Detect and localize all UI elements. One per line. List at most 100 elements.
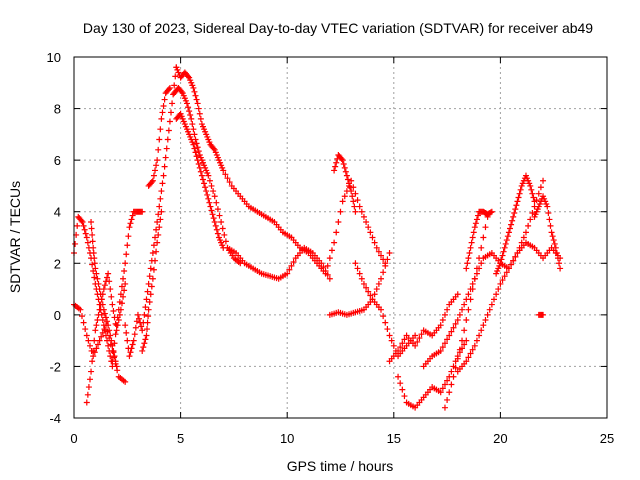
data-point [113, 363, 120, 370]
data-point [482, 317, 489, 324]
series-arc-17 [386, 291, 461, 365]
data-point [340, 161, 347, 168]
data-point [546, 216, 553, 223]
data-point [111, 340, 118, 347]
data-point [90, 347, 97, 354]
data-point [202, 184, 209, 191]
data-point [158, 208, 165, 215]
data-point [528, 186, 535, 193]
data-point [90, 353, 97, 360]
data-point [210, 188, 217, 195]
data-point [341, 193, 348, 200]
data-point [441, 381, 448, 388]
data-point [89, 261, 96, 268]
data-point [446, 389, 453, 396]
data-point [469, 280, 476, 287]
data-point [517, 186, 524, 193]
data-point [128, 216, 135, 223]
data-point [454, 317, 461, 324]
data-point [91, 260, 98, 267]
data-point [367, 229, 374, 236]
data-point [193, 140, 200, 147]
data-point [78, 217, 85, 224]
data-point [193, 96, 200, 103]
data-point [206, 199, 213, 206]
data-point [189, 121, 196, 128]
data-point [214, 230, 221, 237]
x-tick-label: 10 [280, 431, 294, 446]
data-point [150, 242, 157, 249]
data-point [100, 306, 107, 313]
data-point [484, 311, 491, 318]
data-point [82, 326, 89, 333]
data-point [384, 326, 391, 333]
data-point [338, 155, 345, 162]
data-point [441, 311, 448, 318]
data-point [207, 203, 214, 210]
data-point [91, 337, 98, 344]
data-point [110, 349, 117, 356]
data-point [148, 283, 155, 290]
data-point [530, 194, 537, 201]
y-tick-label: 2 [54, 256, 61, 271]
data-point [187, 112, 194, 119]
data-point [116, 298, 123, 305]
data-point [529, 190, 536, 197]
data-point [152, 167, 159, 174]
data-series [71, 64, 564, 411]
data-point [101, 310, 108, 317]
data-point [185, 104, 192, 111]
data-point [91, 255, 98, 262]
data-point [201, 180, 208, 187]
data-point [469, 234, 476, 241]
data-point [186, 108, 193, 115]
data-point [471, 275, 478, 282]
data-point [86, 342, 93, 349]
data-point [437, 322, 444, 329]
data-point [351, 203, 358, 210]
data-point [123, 251, 130, 258]
data-point [501, 273, 508, 280]
data-point [288, 262, 295, 269]
data-point [356, 203, 363, 210]
data-point [153, 248, 160, 255]
data-point [444, 377, 451, 384]
data-point [74, 222, 81, 229]
data-point [161, 96, 168, 103]
data-point [502, 240, 509, 247]
data-point [504, 233, 511, 240]
series-arc-14 [331, 151, 359, 215]
data-point [444, 336, 451, 343]
series-arc-8 [145, 84, 173, 189]
data-point [145, 313, 152, 320]
data-point [466, 249, 473, 256]
data-point [203, 188, 210, 195]
data-point [545, 210, 552, 217]
data-point [84, 391, 91, 398]
data-point [386, 249, 393, 256]
data-point [516, 190, 523, 197]
data-point [93, 345, 100, 352]
data-point [142, 336, 149, 343]
data-point [194, 144, 201, 151]
data-point [206, 177, 213, 184]
data-point [99, 317, 106, 324]
data-point [401, 393, 408, 400]
data-point [358, 275, 365, 282]
data-point [488, 301, 495, 308]
data-point [333, 229, 340, 236]
data-point [463, 358, 470, 365]
data-point [397, 380, 404, 387]
data-point [154, 157, 161, 164]
data-point [360, 213, 367, 220]
data-point [471, 224, 478, 231]
data-point [191, 145, 198, 152]
x-tick-label: 5 [177, 431, 184, 446]
data-point [369, 234, 376, 241]
data-point [382, 319, 389, 326]
data-point [399, 340, 406, 347]
data-point [373, 244, 380, 251]
data-point [220, 167, 227, 174]
data-point [154, 219, 161, 226]
data-point [106, 327, 113, 334]
